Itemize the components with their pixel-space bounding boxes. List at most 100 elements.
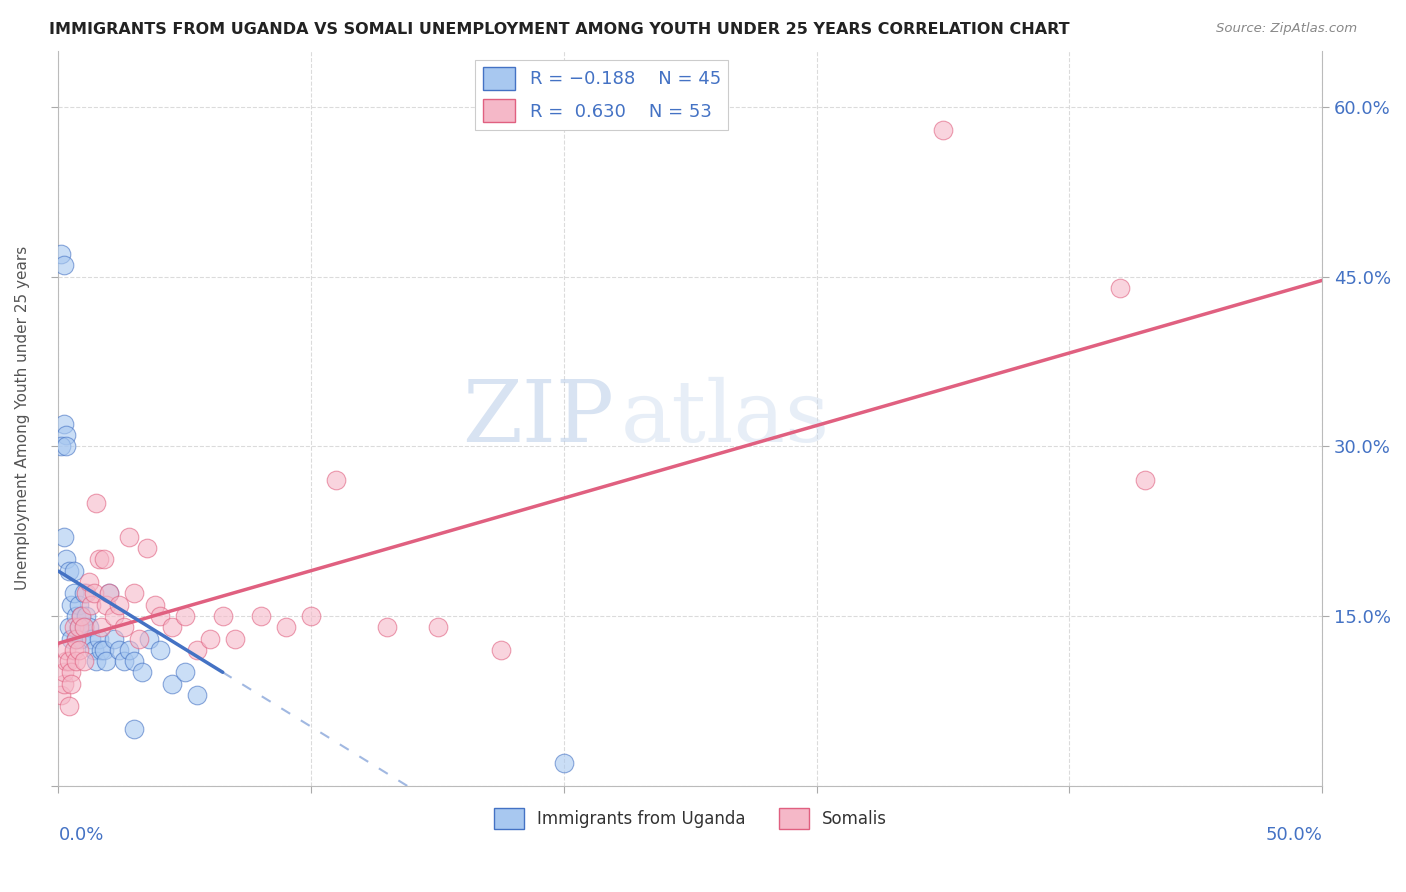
Text: atlas: atlas — [621, 376, 830, 459]
Point — [186, 688, 208, 702]
Point — [52, 530, 75, 544]
Point — [67, 598, 90, 612]
Point — [86, 654, 108, 668]
Point — [160, 620, 183, 634]
Point — [131, 665, 153, 680]
Point — [249, 609, 271, 624]
Point — [90, 643, 112, 657]
Point — [299, 609, 322, 624]
Point — [96, 598, 118, 612]
Point — [90, 620, 112, 634]
Point — [62, 564, 84, 578]
Point — [198, 632, 221, 646]
Point — [98, 586, 121, 600]
Point — [58, 654, 80, 668]
Point — [489, 643, 512, 657]
Point — [148, 609, 170, 624]
Point — [70, 609, 93, 624]
Point — [160, 677, 183, 691]
Point — [49, 247, 72, 261]
Point — [108, 598, 131, 612]
Point — [83, 643, 105, 657]
Point — [87, 552, 110, 566]
Point — [128, 632, 150, 646]
Point — [103, 609, 125, 624]
Point — [124, 586, 146, 600]
Point — [75, 609, 97, 624]
Point — [73, 620, 96, 634]
Point — [325, 473, 347, 487]
Point — [67, 620, 90, 634]
Point — [65, 654, 87, 668]
Point — [124, 722, 146, 736]
Point — [103, 632, 125, 646]
Point — [375, 620, 398, 634]
Point — [49, 688, 72, 702]
Point — [55, 643, 77, 657]
Point — [55, 552, 77, 566]
Point — [65, 609, 87, 624]
Point — [87, 632, 110, 646]
Point — [58, 699, 80, 714]
Point — [932, 123, 955, 137]
Point — [112, 620, 135, 634]
Point — [124, 654, 146, 668]
Point — [55, 439, 77, 453]
Point — [211, 609, 233, 624]
Point — [93, 552, 115, 566]
Point — [118, 643, 141, 657]
Point — [148, 643, 170, 657]
Point — [173, 609, 195, 624]
Point — [55, 654, 77, 668]
Point — [80, 598, 103, 612]
Point — [67, 620, 90, 634]
Point — [98, 586, 121, 600]
Point — [553, 756, 575, 770]
Point — [112, 654, 135, 668]
Point — [62, 643, 84, 657]
Point — [73, 586, 96, 600]
Point — [73, 654, 96, 668]
Point — [108, 643, 131, 657]
Point — [52, 417, 75, 431]
Point — [52, 677, 75, 691]
Point — [65, 632, 87, 646]
Point — [62, 586, 84, 600]
Point — [138, 632, 160, 646]
Point — [274, 620, 297, 634]
Text: Source: ZipAtlas.com: Source: ZipAtlas.com — [1216, 22, 1357, 36]
Point — [60, 632, 83, 646]
Point — [1109, 281, 1132, 295]
Point — [86, 496, 108, 510]
Point — [426, 620, 449, 634]
Point — [70, 632, 93, 646]
Point — [58, 620, 80, 634]
Legend: Immigrants from Uganda, Somalis: Immigrants from Uganda, Somalis — [486, 801, 894, 836]
Point — [96, 654, 118, 668]
Point — [224, 632, 246, 646]
Text: 0.0%: 0.0% — [59, 826, 104, 844]
Point — [186, 643, 208, 657]
Point — [77, 575, 100, 590]
Point — [52, 259, 75, 273]
Point — [143, 598, 166, 612]
Point — [93, 643, 115, 657]
Point — [70, 609, 93, 624]
Point — [65, 632, 87, 646]
Point — [73, 620, 96, 634]
Text: 50.0%: 50.0% — [1265, 826, 1322, 844]
Point — [83, 586, 105, 600]
Point — [77, 620, 100, 634]
Point — [58, 564, 80, 578]
Point — [75, 586, 97, 600]
Point — [1133, 473, 1156, 487]
Point — [173, 665, 195, 680]
Y-axis label: Unemployment Among Youth under 25 years: Unemployment Among Youth under 25 years — [15, 246, 30, 591]
Point — [60, 677, 83, 691]
Point — [62, 620, 84, 634]
Point — [52, 665, 75, 680]
Text: IMMIGRANTS FROM UGANDA VS SOMALI UNEMPLOYMENT AMONG YOUTH UNDER 25 YEARS CORRELA: IMMIGRANTS FROM UGANDA VS SOMALI UNEMPLO… — [49, 22, 1070, 37]
Point — [60, 665, 83, 680]
Point — [67, 643, 90, 657]
Point — [49, 439, 72, 453]
